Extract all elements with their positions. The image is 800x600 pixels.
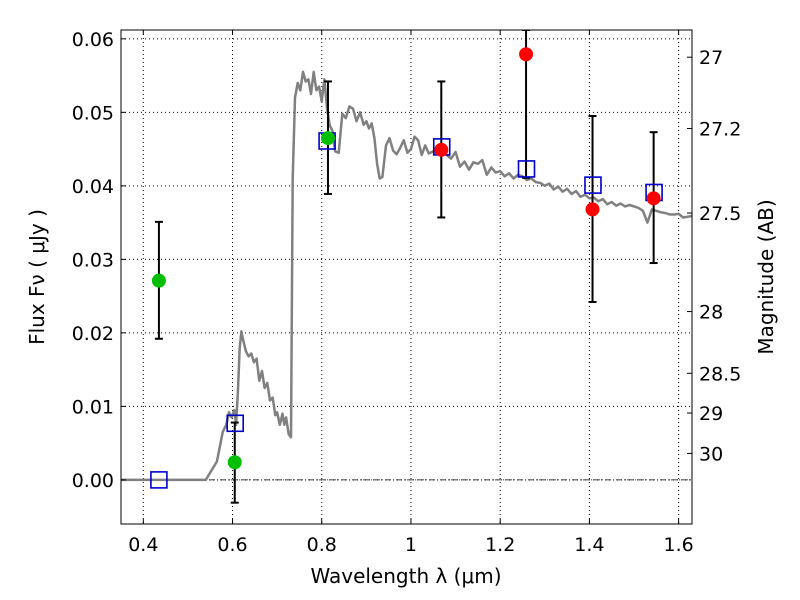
model-spectrum-line (121, 70, 692, 482)
y-tick-label: 0.02 (72, 323, 114, 345)
x-tick-label: 1.2 (485, 534, 515, 556)
y-tick-label: 0.03 (72, 249, 114, 271)
red-data-point (434, 142, 449, 157)
y2-tick-label: 28 (699, 302, 723, 324)
green-data-point (227, 455, 242, 470)
x-tick-label: 1.6 (664, 534, 694, 556)
y-tick-label: 0.06 (72, 29, 114, 51)
y2-tick-label: 27.2 (699, 119, 741, 141)
x-axis-label: Wavelength λ (μm) (310, 564, 501, 588)
model-square-marker (517, 160, 536, 178)
tick-labels: 0.4 0.6 0.8 1 1.2 1.4 1.6 0.00 0.01 0.02 0.03 0.04 0… (72, 29, 742, 556)
model-square-marker (584, 176, 602, 194)
model-square-marker (150, 471, 168, 489)
y2-tick-label: 29 (699, 403, 723, 425)
red-data-point (585, 202, 600, 217)
model-spectrum (121, 70, 692, 482)
y-tick-label: 0.01 (72, 396, 114, 418)
error-bars (154, 30, 658, 504)
y2-tick-label: 27 (699, 47, 723, 69)
data-points (150, 47, 663, 489)
model-square-marker (226, 414, 244, 433)
x-tick-label: 0.4 (128, 534, 158, 556)
axis-ticks (121, 30, 692, 524)
y-axis-label: Flux Fν ( μJy ) (25, 209, 49, 345)
y-tick-label: 0.04 (72, 176, 114, 198)
y2-axis-label: Magnitude (AB) (754, 199, 778, 354)
red-data-point (519, 47, 534, 62)
green-data-point (320, 131, 335, 146)
y2-tick-label: 28.5 (699, 363, 741, 385)
y-tick-label: 0.00 (72, 470, 114, 492)
x-tick-label: 0.6 (217, 534, 247, 556)
y2-tick-label: 30 (699, 443, 723, 465)
y2-tick-label: 27.5 (699, 203, 741, 225)
x-tick-label: 1 (405, 534, 417, 556)
y-tick-label: 0.05 (72, 102, 114, 124)
red-data-point (646, 191, 661, 206)
green-data-point (151, 273, 166, 288)
plot-frame (120, 29, 693, 525)
x-tick-label: 1.4 (574, 534, 604, 556)
x-tick-label: 0.8 (307, 534, 337, 556)
